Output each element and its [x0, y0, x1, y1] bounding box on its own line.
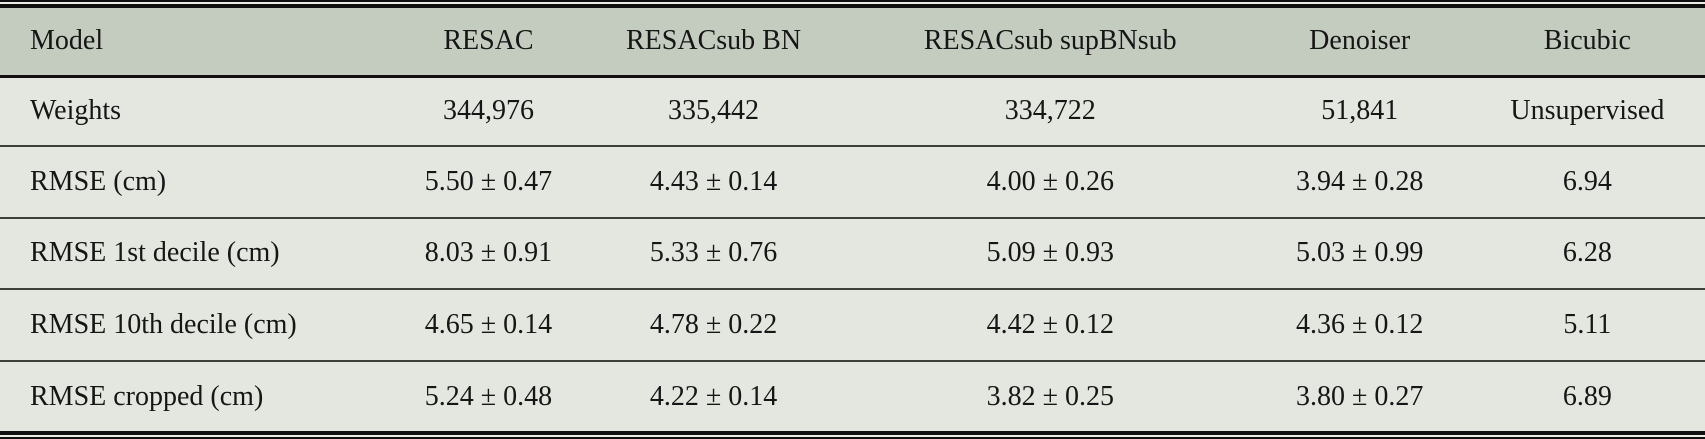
cell-value: 6.94 — [1469, 144, 1705, 218]
table-row-rmse-10th-decile: RMSE 10th decile (cm) 4.65 ± 0.14 4.78 ±… — [0, 288, 1705, 362]
row-label: RMSE cropped (cm) — [0, 360, 401, 433]
column-header-resacsub-bn: RESACsub BN — [576, 6, 851, 78]
cell-value: 4.42 ± 0.12 — [850, 288, 1250, 362]
cell-value: 6.28 — [1469, 216, 1705, 290]
cell-value: 6.89 — [1469, 360, 1705, 433]
row-label: RMSE 1st decile (cm) — [0, 216, 401, 290]
cell-value: 51,841 — [1321, 95, 1399, 127]
table-row-rmse-1st-decile: RMSE 1st decile (cm) 8.03 ± 0.91 5.33 ± … — [0, 216, 1705, 290]
column-header-resacsub-supbnsub: RESACsub supBNsub — [850, 6, 1250, 78]
cell-value: 4.65 ± 0.14 — [400, 288, 577, 362]
row-label: RMSE (cm) — [0, 144, 401, 218]
row-label: Weights — [30, 95, 122, 127]
cell-value: 4.22 ± 0.14 — [576, 360, 851, 433]
cell-value: 344,976 — [442, 95, 534, 127]
cell-value: 5.50 ± 0.47 — [400, 144, 577, 218]
cell-value: 4.36 ± 0.12 — [1249, 288, 1470, 362]
cell-value: 335,442 — [668, 95, 760, 127]
column-header-bicubic: Bicubic — [1469, 6, 1705, 78]
row-label: RMSE 10th decile (cm) — [0, 288, 401, 362]
cell-value: 334,722 — [1004, 95, 1096, 127]
cell-value: 5.09 ± 0.93 — [850, 216, 1250, 290]
cell-value: 5.33 ± 0.76 — [576, 216, 851, 290]
cell-value: 4.78 ± 0.22 — [576, 288, 851, 362]
cell-value: 5.11 — [1469, 288, 1705, 362]
cell-value: 4.00 ± 0.26 — [850, 144, 1250, 218]
cell-value: 4.43 ± 0.14 — [576, 144, 851, 218]
cell-value: 5.03 ± 0.99 — [1249, 216, 1470, 290]
table-row-rmse-cropped: RMSE cropped (cm) 5.24 ± 0.48 4.22 ± 0.1… — [0, 360, 1705, 433]
table-row-weights: Weights 344,976 335,442 334,722 51,841 U… — [0, 76, 1705, 146]
column-header-resac: RESAC — [400, 6, 577, 78]
cell-value: 3.80 ± 0.27 — [1249, 360, 1470, 433]
cell-value: Unsupervised — [1510, 95, 1665, 127]
column-header-model: Model — [0, 6, 401, 78]
cell-value: 3.82 ± 0.25 — [850, 360, 1250, 433]
cell-value: 3.94 ± 0.28 — [1249, 144, 1470, 218]
table-header-row: Model RESAC RESACsub BN RESACsub supBNsu… — [0, 6, 1705, 78]
cell-value: 5.24 ± 0.48 — [400, 360, 577, 433]
column-header-denoiser: Denoiser — [1249, 6, 1470, 78]
model-comparison-table: Model RESAC RESACsub BN RESACsub supBNsu… — [0, 4, 1705, 435]
table-row-rmse: RMSE (cm) 5.50 ± 0.47 4.43 ± 0.14 4.00 ±… — [0, 144, 1705, 218]
cell-value: 8.03 ± 0.91 — [400, 216, 577, 290]
